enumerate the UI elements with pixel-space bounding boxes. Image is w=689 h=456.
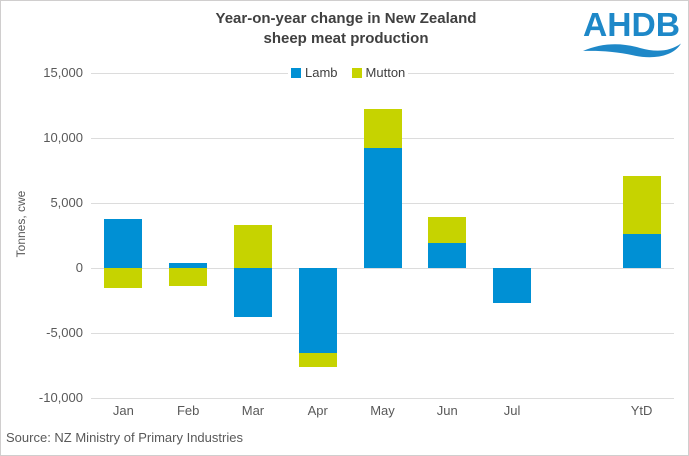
mutton-color-swatch: [351, 67, 362, 78]
bar-segment-lamb-jun: [428, 243, 467, 268]
ahdb-logo-text: AHDB: [583, 6, 680, 43]
bar-segment-lamb-jan: [104, 218, 143, 268]
chart-title-line2: sheep meat production: [263, 30, 429, 47]
x-axis-label: May: [370, 403, 395, 418]
y-axis-tick-label: -10,000: [38, 390, 83, 405]
y-axis-tick-label: -5,000: [46, 325, 83, 340]
chart-title: Year-on-year change in New Zealand sheep…: [61, 9, 631, 49]
y-axis-tick-label: 10,000: [43, 130, 83, 145]
legend-item-lamb: Lamb: [291, 65, 338, 80]
ahdb-logo: AHDB: [583, 6, 681, 58]
x-axis-label: Feb: [176, 403, 200, 418]
bar-segment-mutton-ytd: [622, 175, 661, 235]
plot-area: [91, 72, 674, 399]
bar-segment-lamb-may: [363, 148, 402, 268]
bar-segment-mutton-mar: [233, 225, 272, 268]
source-line: Source: NZ Ministry of Primary Industrie…: [6, 430, 243, 445]
bar-segment-mutton-may: [363, 109, 402, 149]
y-axis: 15,000 10,000 5,000 0 -5,000 -10,000: [1, 65, 83, 405]
bar-segment-mutton-feb: [169, 268, 208, 287]
gridline: [91, 332, 674, 334]
x-axis: Jan Feb Mar Apr May Jun Jul YtD: [91, 403, 674, 421]
bar-segment-lamb-apr: [298, 268, 337, 353]
bar-segment-lamb-jul: [493, 268, 532, 304]
bar-segment-lamb-mar: [233, 268, 272, 318]
y-axis-tick-label: 5,000: [50, 195, 83, 210]
bar-segment-mutton-jan: [104, 268, 143, 288]
x-axis-label: Jan: [112, 403, 134, 418]
bar-segment-lamb-ytd: [622, 234, 661, 268]
gridline: [91, 267, 674, 269]
chart-title-line1: Year-on-year change in New Zealand: [215, 10, 477, 27]
bar-segment-mutton-jun: [428, 217, 467, 244]
x-axis-label: Jul: [503, 403, 521, 418]
bar-segment-lamb-feb: [169, 262, 208, 268]
chart-legend: Lamb Mutton: [288, 64, 409, 81]
y-axis-tick-label: 15,000: [43, 65, 83, 80]
x-axis-label: YtD: [630, 403, 653, 418]
legend-label-lamb: Lamb: [305, 65, 338, 80]
x-axis-label: Jun: [436, 403, 458, 418]
y-axis-tick-label: 0: [75, 260, 83, 275]
legend-item-mutton: Mutton: [351, 65, 406, 80]
bar-segment-mutton-apr: [298, 352, 337, 367]
ahdb-logo-wave: [583, 43, 681, 58]
x-axis-label: Mar: [241, 403, 265, 418]
lamb-color-swatch: [291, 67, 301, 78]
gridline: [91, 397, 674, 399]
x-axis-label: Apr: [307, 403, 328, 418]
legend-label-mutton: Mutton: [365, 65, 406, 80]
